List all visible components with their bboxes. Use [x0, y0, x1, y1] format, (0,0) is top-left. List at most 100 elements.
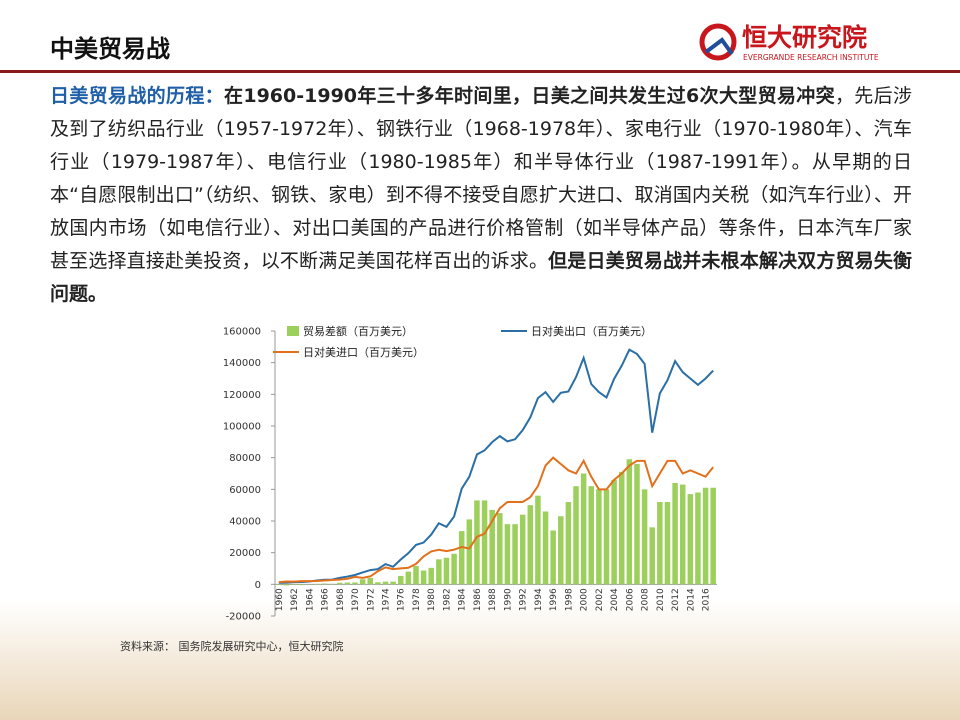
x-tick-label: 1976	[397, 588, 407, 611]
bar	[451, 553, 457, 585]
legend-label: 贸易差额（百万美元）	[303, 324, 413, 338]
y-tick-label: 40000	[229, 517, 261, 528]
paragraph-text: 但是日美贸易战并未根本解决双方贸易失衡问题。	[50, 250, 912, 305]
x-tick-label: 1980	[427, 588, 437, 611]
logo-name: 恒大研究院	[742, 23, 867, 52]
x-tick-label: 1982	[442, 588, 452, 611]
bar	[580, 473, 587, 585]
bar	[375, 582, 381, 585]
bar	[657, 502, 663, 585]
x-tick-label: 1998	[564, 588, 574, 611]
bar	[382, 581, 389, 585]
bar	[298, 584, 305, 586]
bar	[710, 487, 716, 585]
y-tick-label: 20000	[229, 548, 261, 559]
x-tick-label: 2016	[702, 588, 712, 611]
y-tick-label: 80000	[229, 453, 261, 464]
bar	[413, 565, 419, 585]
header-title: 中美贸易战	[50, 35, 170, 63]
source: 资料来源： 国务院发展研究中心，恒大研究院	[120, 639, 344, 653]
logo-icon	[699, 23, 737, 61]
bar	[649, 527, 655, 585]
bar	[458, 531, 465, 585]
bar	[573, 486, 579, 585]
x-tick-label: 1994	[534, 588, 544, 611]
bar	[558, 516, 564, 585]
x-tick-label: 1986	[473, 588, 483, 611]
bar	[535, 495, 541, 585]
bar	[596, 489, 602, 585]
bar	[641, 489, 648, 585]
bar	[527, 505, 534, 585]
y-tick-label: 160000	[223, 327, 261, 338]
bar	[504, 524, 511, 585]
y-tick-label: -20000	[226, 612, 261, 623]
bar	[397, 575, 404, 585]
logo-icon	[704, 37, 734, 56]
bar	[474, 500, 480, 585]
bar	[337, 582, 343, 585]
x-tick-label: 1974	[382, 588, 392, 611]
x-tick-label: 2006	[625, 588, 635, 611]
line	[278, 348, 714, 584]
legend-swatch	[287, 326, 299, 336]
y-tick-label: 0	[255, 580, 261, 591]
x-tick-label: 2000	[580, 588, 590, 611]
bar	[283, 584, 290, 586]
y-tick-label: 60000	[229, 485, 261, 496]
bar	[428, 567, 434, 585]
bar	[512, 524, 518, 585]
y-tick-label: 120000	[223, 390, 261, 401]
legend-label: 日对美进口（百万美元）	[303, 345, 424, 359]
paragraph-text: ，先后涉及到了纺织品行业（1957-1972年）、钢铁行业（1968-1978年…	[50, 85, 912, 272]
bar	[481, 500, 488, 585]
x-tick-label: 1962	[290, 588, 300, 611]
bar	[390, 581, 396, 585]
x-tick-label: 1970	[351, 588, 361, 611]
x-tick-label: 1968	[336, 588, 346, 611]
bar	[618, 471, 625, 585]
bar	[466, 519, 473, 585]
logo-subtitle: EVERGRANDE RESEARCH INSTITUTE	[743, 53, 879, 62]
bar	[321, 583, 328, 585]
x-tick-label: 2014	[686, 588, 696, 611]
bar	[352, 582, 358, 585]
bar	[443, 557, 450, 585]
bar	[634, 464, 640, 585]
x-tick-label: 1972	[366, 588, 376, 611]
x-tick-label: 1978	[412, 588, 422, 611]
bar	[626, 459, 633, 585]
bar	[489, 509, 495, 585]
bar	[611, 479, 617, 585]
x-tick-label: 1988	[488, 588, 498, 611]
bar	[687, 494, 694, 585]
bar	[672, 483, 678, 585]
bar	[420, 570, 427, 585]
bar	[664, 502, 671, 585]
x-tick-label: 2012	[671, 588, 681, 611]
x-tick-label: 1992	[519, 588, 529, 611]
x-tick-label: 1960	[275, 588, 285, 611]
bar	[359, 579, 366, 585]
bar	[344, 582, 351, 585]
bar	[436, 559, 442, 585]
legend-label: 日对美出口（百万美元）	[531, 324, 652, 338]
bar	[550, 530, 556, 585]
paragraph: 日美贸易战的历程：在1960-1990年三十多年时间里，日美之间共发生过6次大型…	[50, 80, 912, 311]
bar	[603, 489, 610, 585]
x-tick-label: 1996	[549, 588, 559, 611]
bar	[276, 584, 282, 585]
x-tick-label: 2010	[656, 588, 666, 611]
y-tick-label: 100000	[223, 422, 261, 433]
line	[278, 456, 714, 584]
bar	[679, 484, 686, 585]
bar	[497, 513, 503, 585]
paragraph-text: 在1960-1990年三十多年时间里，日美之间共发生过6次大型贸易冲突	[224, 85, 835, 107]
bar	[542, 511, 549, 585]
footer-decoration	[0, 600, 960, 720]
header-rule	[0, 70, 960, 73]
bar	[565, 502, 572, 585]
bar	[367, 578, 374, 585]
x-tick-label: 2002	[595, 588, 605, 611]
